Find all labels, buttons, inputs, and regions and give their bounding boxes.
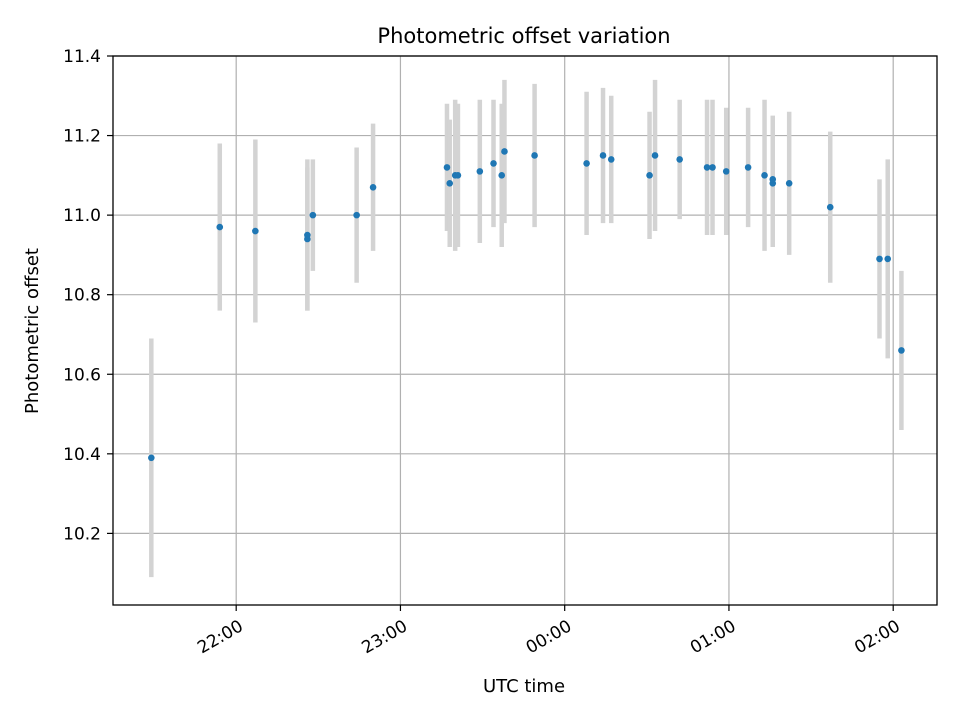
y-tick-label: 10.4 — [63, 445, 101, 465]
data-point — [148, 454, 155, 462]
y-tick-label: 11.2 — [63, 127, 101, 147]
data-point — [252, 227, 259, 235]
data-point — [761, 172, 768, 179]
x-axis-label: UTC time — [483, 676, 565, 697]
data-point — [722, 168, 730, 175]
data-point — [476, 168, 484, 175]
data-point — [876, 255, 883, 263]
data-point — [353, 211, 360, 219]
data-points — [148, 148, 905, 462]
data-point — [744, 164, 752, 171]
data-point — [898, 347, 905, 354]
data-point — [498, 172, 506, 179]
data-point — [769, 176, 777, 183]
y-tick-label: 10.6 — [63, 365, 101, 385]
y-tick-label: 10.8 — [63, 286, 101, 306]
data-point — [446, 180, 454, 187]
data-point — [607, 156, 615, 163]
plot-frame — [112, 55, 938, 606]
data-point — [676, 156, 683, 163]
data-point — [646, 172, 653, 179]
data-point — [501, 148, 508, 155]
data-point — [309, 211, 317, 219]
data-point — [443, 164, 451, 171]
data-point — [826, 203, 834, 211]
data-point — [703, 164, 711, 171]
data-point — [709, 164, 716, 171]
chart-title: Photometric offset variation — [377, 24, 670, 48]
y-axis-label: Photometric offset — [22, 248, 43, 414]
data-point — [369, 183, 377, 191]
grid — [113, 55, 937, 605]
data-point — [583, 160, 590, 167]
data-point — [599, 152, 607, 159]
y-tick-label: 11.4 — [63, 47, 101, 67]
y-tick-label: 11.0 — [63, 206, 101, 226]
data-point — [216, 223, 224, 231]
data-point — [304, 231, 311, 239]
data-point — [785, 180, 793, 187]
data-point — [884, 255, 892, 263]
data-point — [490, 160, 497, 167]
y-tick-label: 10.2 — [63, 524, 101, 544]
data-point — [531, 152, 538, 159]
data-point — [454, 172, 462, 179]
data-point — [651, 152, 659, 159]
